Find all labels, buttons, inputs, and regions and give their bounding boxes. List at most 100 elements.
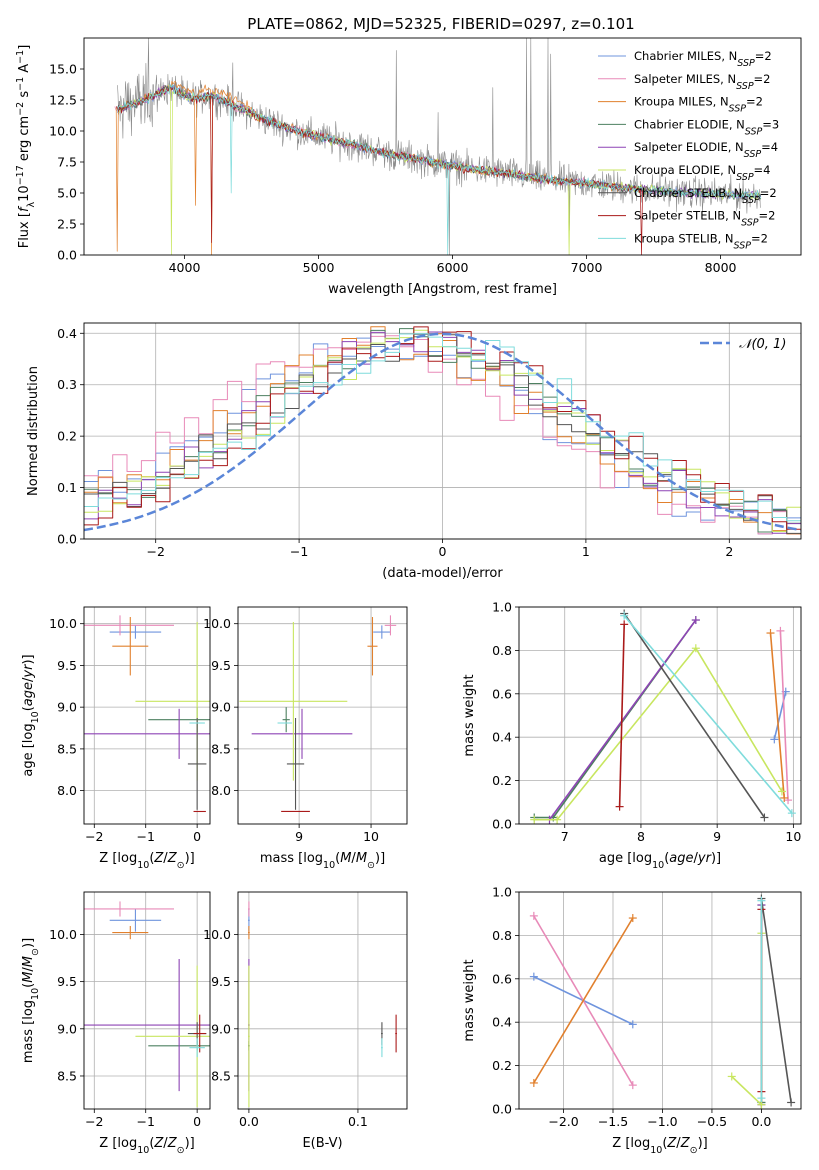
y-tick-label: 9.5 (57, 658, 77, 673)
panel-weight_vs_Z: −2.0 −1.5 −1.0 −0.5 0.0 0.0 0.2 0.4 0.6 0.8 1.0 Z [… (462, 885, 802, 1156)
mass-z-point-kroupa-miles (112, 925, 149, 940)
label-part: ( (662, 1136, 667, 1151)
weight-line-salpeter-stelib (618, 624, 625, 807)
x-axis-label: mass [log10(M/M⊙)] (260, 851, 385, 871)
x-tick-label: −2 (146, 544, 164, 559)
label-part: Z [log (612, 1136, 650, 1151)
y-tick-label: 1.0 (492, 885, 512, 900)
y-tick-label: 8.5 (211, 741, 231, 756)
y-tick-label: 9.0 (211, 700, 231, 715)
y-axis-label: Normed distribution (26, 366, 41, 496)
x-tick-label: −1 (290, 544, 308, 559)
label-part: 10 (323, 860, 335, 871)
x-tick-label: 2 (725, 544, 733, 559)
weight-marker-kroupa-miles (628, 914, 637, 923)
legend-label-kroupa-elodie: Kroupa ELODIE, NSSP=4 (634, 163, 771, 183)
label-part: Kroupa MILES, N (634, 95, 729, 109)
mass-ebv-point-kroupa-elodie (248, 965, 250, 1108)
weight-marker-chabrier-stelib (760, 813, 769, 822)
plot-area-age_vs_Z (84, 615, 210, 813)
label-part: Chabrier STELIB, N (634, 186, 742, 200)
y-tick-label: 10.0 (49, 927, 77, 942)
label-part: age [log (599, 851, 652, 866)
x-tick-label: −0.5 (697, 1114, 727, 1129)
label-part: M (356, 851, 367, 866)
y-tick-label: 0.0 (492, 817, 512, 832)
y-tick-label: 0.8 (492, 928, 512, 943)
model-spectrum-kroupa-miles (115, 80, 633, 255)
label-part: Z (153, 851, 164, 866)
weight-marker-kroupa-elodie (553, 815, 562, 824)
weight-marker-chabrier-miles (529, 972, 538, 981)
legend-label-kroupa-stelib: Kroupa STELIB, NSSP=2 (634, 231, 768, 251)
weight-marker-chabrier-miles (770, 735, 779, 744)
label-part: / (21, 677, 36, 682)
panel-age_vs_Z: −2 −1 08.08.59.09.510.0Z [log10(Z/Z⊙)]age … (21, 606, 211, 871)
y-tick-label: 9.5 (211, 658, 231, 673)
label-part: age (669, 851, 693, 866)
label-part: SSP (745, 126, 763, 137)
weight-line-kroupa-elodie (731, 933, 763, 1106)
x-tick-label: 8 (637, 829, 645, 844)
label-part: wavelength [Angstrom, rest frame] (328, 282, 557, 297)
label-part: ( (149, 851, 154, 866)
label-part: )] (21, 654, 36, 664)
legend-label-chabrier-elodie: Chabrier ELODIE, NSSP=3 (634, 117, 779, 137)
label-part: / (694, 851, 699, 866)
age-z-point-chabrier-stelib (187, 718, 207, 810)
y-tick-label: 0.6 (492, 971, 512, 986)
label-part: SSP (729, 103, 747, 114)
label-part: ] (17, 45, 32, 50)
y-tick-label: 0.4 (492, 1015, 512, 1030)
label-part: 10 (137, 860, 149, 871)
label-part: SSP (742, 194, 760, 205)
age-z-point-salpeter-miles (84, 615, 174, 636)
label-part: SSP (744, 149, 762, 160)
label-part: 10 (17, 185, 32, 202)
x-tick-label: 0.0 (751, 1114, 771, 1129)
weight-marker-kroupa-stelib (757, 1094, 766, 1103)
label-part: =2 (751, 231, 768, 245)
gaussian-curve (84, 332, 801, 532)
label-part: Z [log (99, 1136, 137, 1151)
axes-frame (83, 606, 211, 825)
age-mass-point-kroupa-miles (367, 617, 378, 676)
y-tick-label: 0.4 (492, 730, 512, 745)
label-part: SSP (734, 240, 752, 251)
weight-line-salpeter-elodie (548, 619, 697, 821)
residual-histogram-salpeter-miles (84, 335, 801, 535)
mass-z-point-salpeter-miles (84, 901, 174, 917)
y-tick-label: 7.5 (57, 155, 77, 170)
x-tick-label: 8000 (705, 260, 737, 275)
axes-frame (518, 606, 802, 825)
label-part: )] (711, 851, 721, 866)
weight-line-kroupa-elodie (534, 647, 783, 821)
mass-z-point-salpeter-stelib (193, 1014, 206, 1053)
age-mass-point-chabrier-miles (373, 625, 391, 639)
weight-marker-salpeter-miles (776, 626, 785, 635)
plot-area-spectrum (114, 38, 762, 255)
y-tick-label: 9.0 (57, 1021, 77, 1036)
label-part: =4 (754, 163, 771, 177)
label-part: ( (664, 851, 669, 866)
weight-line-chabrier-stelib (623, 613, 766, 818)
label-part: Flux [ (17, 212, 32, 248)
label-part: Salpeter ELODIE, N (634, 140, 744, 154)
weight-marker-salpeter-miles (784, 796, 793, 805)
age-mass-point-salpeter-miles (384, 615, 397, 636)
y-tick-label: 0.0 (492, 1102, 512, 1117)
panel-spectrum: 4000 5000 6000 7000 8000 0.0 2.5 5.0 7.5 10.0 12.5… (15, 37, 802, 297)
label-part: −1 (15, 77, 26, 91)
model-spectrum-kroupa-stelib (117, 83, 762, 255)
legend-label-salpeter-stelib: Salpeter STELIB, NSSP=2 (634, 209, 775, 229)
label-part: age (21, 682, 36, 706)
y-tick-label: 10.0 (203, 927, 231, 942)
label-part: s (17, 91, 32, 102)
legend-label-salpeter-elodie: Salpeter ELODIE, NSSP=4 (634, 140, 778, 160)
age-mass-point-chabrier-stelib (286, 718, 305, 810)
axes-frame (83, 37, 802, 256)
weight-line-salpeter-miles (779, 630, 789, 801)
label-part: −2 (15, 102, 26, 116)
label-part: / (163, 1136, 168, 1151)
weight-line-kroupa-miles (533, 917, 634, 1084)
